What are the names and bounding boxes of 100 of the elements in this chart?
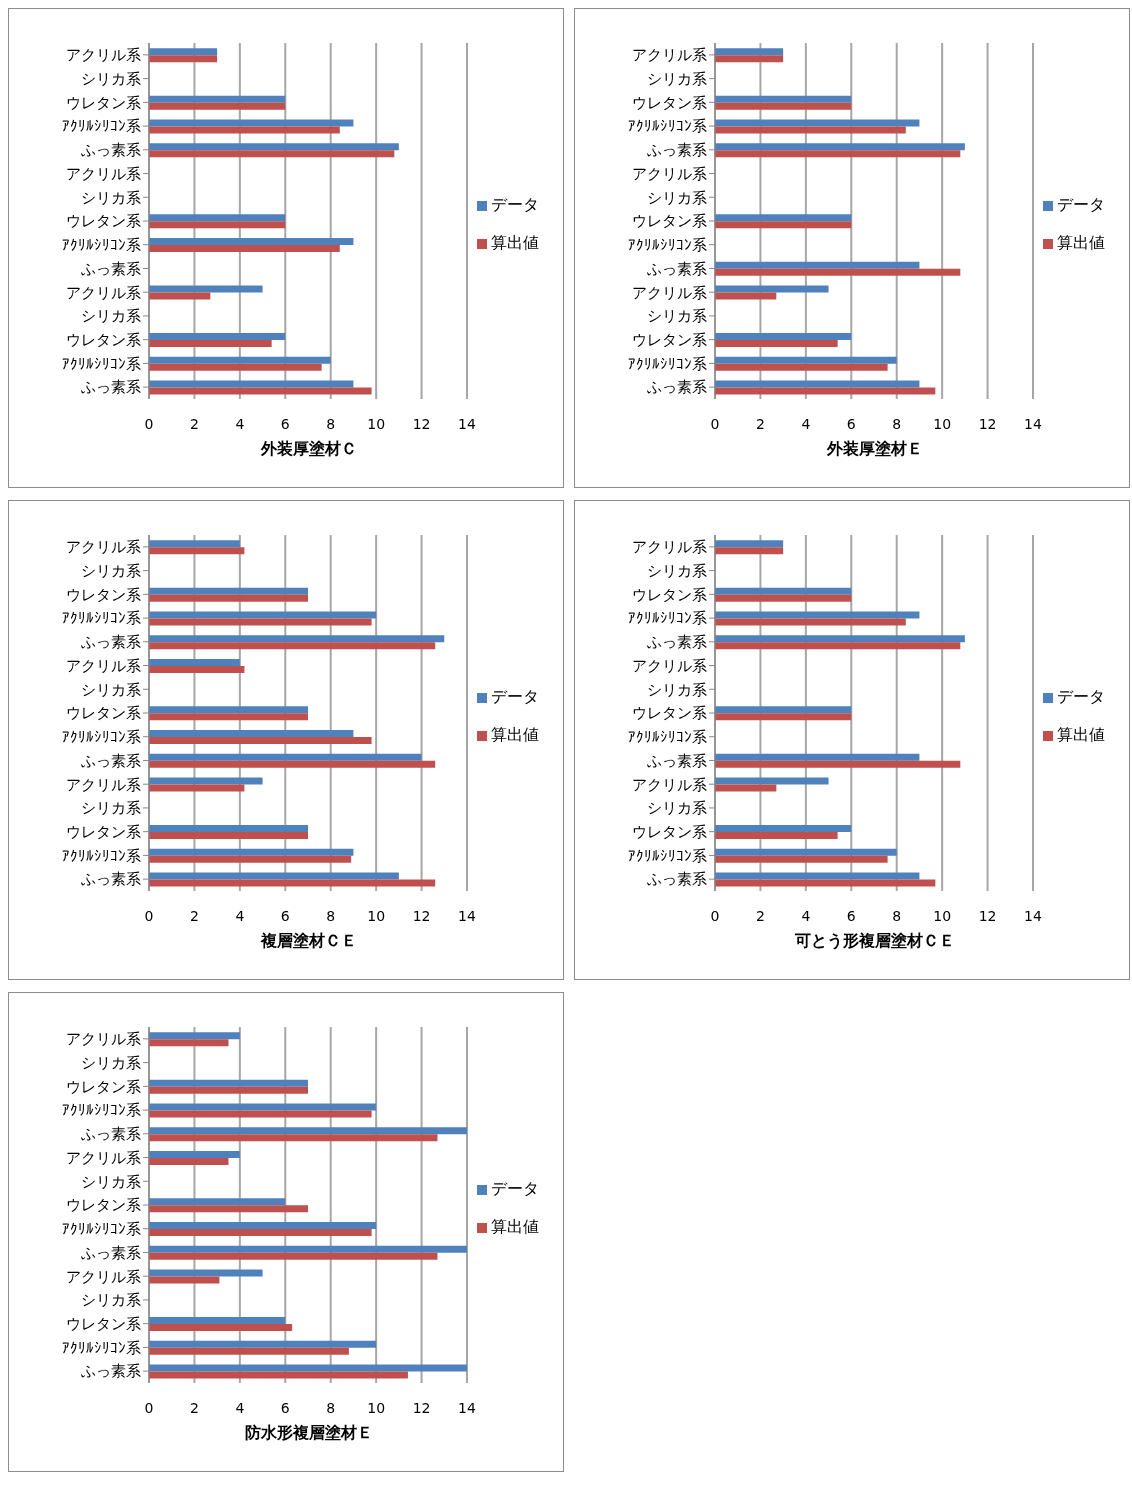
bar (715, 55, 784, 63)
x-tick-label: 10 (367, 415, 386, 432)
y-tick-label: アクリル系 (632, 46, 707, 65)
x-tick-label: 6 (280, 907, 290, 924)
bar (149, 1252, 438, 1260)
bar (149, 1157, 229, 1165)
legend-label: 算出値 (491, 725, 539, 744)
x-tick-label: 14 (458, 907, 476, 924)
legend-label: データ (1057, 687, 1105, 706)
x-tick-label: 0 (144, 415, 154, 432)
x-tick-label: 6 (846, 415, 856, 432)
y-tick-label: シリカ系 (81, 307, 141, 326)
bar (149, 1222, 377, 1230)
x-tick-label: 6 (280, 1399, 290, 1416)
x-tick-label: 12 (412, 1399, 431, 1416)
bar (715, 855, 888, 863)
x-axis-title: 外装厚塗材Ｃ (259, 439, 358, 460)
y-tick-label: アクリル系 (66, 1030, 141, 1049)
bar (149, 760, 436, 768)
bar (149, 635, 445, 643)
x-axis-title: 防水形複層塗材Ｅ (244, 1423, 374, 1444)
bar (149, 879, 436, 887)
x-tick-label: 12 (412, 907, 431, 924)
bar (715, 848, 897, 856)
bar (149, 713, 308, 721)
bar (149, 855, 352, 863)
bar (715, 102, 852, 110)
y-tick-label: ふっ素系 (80, 1243, 141, 1262)
bar (149, 292, 211, 300)
x-tick-label: 6 (280, 415, 290, 432)
y-tick-label: ふっ素系 (646, 378, 707, 397)
bar (149, 1347, 349, 1355)
bar (149, 1134, 438, 1142)
y-tick-label: ｱｸﾘﾙｼﾘｺﾝ系 (62, 846, 141, 865)
y-tick-label: ふっ素系 (646, 259, 707, 278)
x-axis-title: 可とう形複層塗材ＣＥ (794, 931, 956, 952)
bar (149, 1371, 408, 1379)
x-tick-label: 4 (235, 415, 245, 432)
y-tick-label: シリカ系 (81, 680, 141, 699)
y-tick-label: ウレタン系 (66, 704, 141, 723)
legend-label: 算出値 (1057, 233, 1105, 252)
bar (149, 1086, 308, 1094)
y-tick-label: シリカ系 (647, 561, 707, 580)
bar (715, 363, 888, 371)
bar (149, 55, 218, 63)
bar (149, 143, 399, 151)
x-tick-label: 10 (933, 907, 952, 924)
bar (715, 642, 961, 650)
bar (149, 832, 308, 840)
bar (715, 611, 920, 619)
y-tick-label: ふっ素系 (80, 870, 141, 889)
x-tick-label: 4 (235, 1399, 245, 1416)
bar (149, 387, 372, 395)
bar (149, 737, 372, 745)
bar (149, 1276, 220, 1284)
x-tick-label: 8 (326, 1399, 336, 1416)
y-tick-label: ウレタン系 (632, 822, 707, 841)
x-tick-label: 8 (892, 907, 902, 924)
y-tick-label: シリカ系 (647, 307, 707, 326)
x-tick-label: 4 (801, 907, 811, 924)
bar (715, 540, 784, 548)
bar (715, 150, 961, 158)
bar (149, 848, 354, 856)
bar (149, 1340, 377, 1348)
bar (149, 665, 245, 673)
bar (715, 356, 897, 364)
y-tick-label: ウレタン系 (66, 93, 141, 112)
x-tick-label: 6 (846, 907, 856, 924)
y-tick-label: ｱｸﾘﾙｼﾘｺﾝ系 (628, 609, 707, 628)
y-tick-label: ふっ素系 (80, 378, 141, 397)
bar (149, 706, 308, 714)
bar (149, 1150, 240, 1158)
bar (149, 753, 422, 761)
bar (149, 102, 286, 110)
bar (149, 380, 354, 388)
bar (149, 611, 377, 619)
bar (715, 261, 920, 269)
bar (149, 150, 395, 158)
y-tick-label: シリカ系 (81, 1053, 141, 1072)
y-tick-label: ウレタン系 (632, 330, 707, 349)
bar (715, 143, 965, 151)
legend-label: データ (1057, 195, 1105, 214)
bar (715, 760, 961, 768)
bar (149, 1103, 377, 1111)
y-tick-label: アクリル系 (66, 46, 141, 65)
y-tick-label: シリカ系 (647, 680, 707, 699)
bar (149, 333, 286, 341)
y-tick-label: ｱｸﾘﾙｼﾘｺﾝ系 (62, 117, 141, 136)
bar (715, 292, 777, 300)
y-tick-label: ｱｸﾘﾙｼﾘｺﾝ系 (628, 728, 707, 747)
y-tick-label: ウレタン系 (66, 330, 141, 349)
y-tick-label: ウレタン系 (66, 1077, 141, 1096)
bar (715, 587, 852, 595)
bar (715, 333, 852, 341)
y-tick-label: ふっ素系 (646, 751, 707, 770)
bar (149, 618, 372, 626)
y-tick-label: シリカ系 (81, 69, 141, 88)
y-tick-label: ふっ素系 (80, 751, 141, 770)
y-tick-label: ふっ素系 (80, 1125, 141, 1144)
bar (149, 363, 322, 371)
